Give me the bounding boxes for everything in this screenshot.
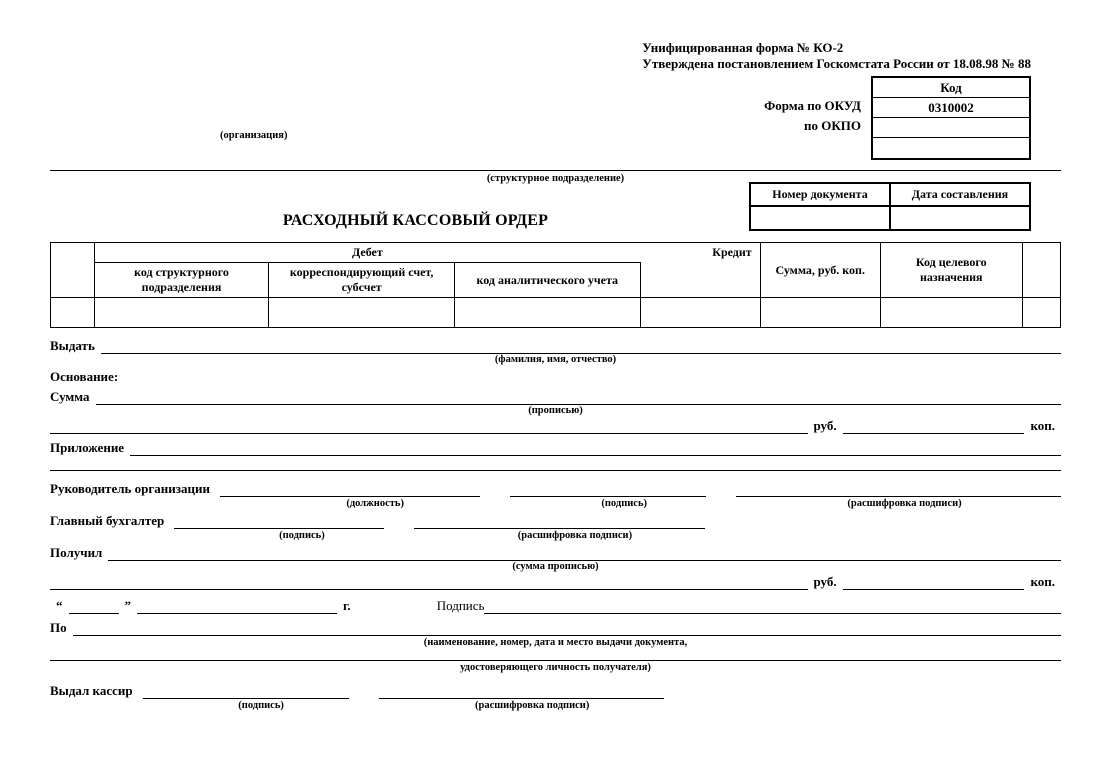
sum-kop-line [843, 420, 1025, 434]
cashier-decode-caption: (расшифровка подписи) [392, 700, 672, 711]
doc-number-value [750, 206, 890, 230]
cashier-sign-slot [143, 685, 349, 699]
cashier-row: Выдал кассир [50, 683, 1061, 699]
col-credit: Кредит [640, 243, 760, 298]
date-day-slot [69, 600, 119, 614]
by-label: По [50, 620, 73, 636]
kop-label: коп. [1024, 418, 1061, 434]
num-date-box: Номер документа Дата составления [749, 182, 1031, 231]
chief-acc-row: Главный бухгалтер [50, 513, 1061, 529]
signature-label: Подпись [437, 598, 485, 614]
by-line [73, 622, 1061, 636]
chief-decode-caption: (расшифровка подписи) [434, 530, 716, 541]
title-row: Номер документа Дата составления РАСХОДН… [50, 186, 1061, 242]
sum-line [96, 391, 1061, 405]
issue-to-label: Выдать [50, 338, 101, 354]
codes-box: Код 0310002 [871, 76, 1031, 160]
table-row [51, 298, 1061, 328]
date-month-slot [137, 600, 337, 614]
form-line-1: Унифицированная форма № КО-2 [642, 40, 1031, 56]
received-kop-line [843, 576, 1025, 590]
cashier-sign-caption: (подпись) [160, 700, 362, 711]
issue-to-line [101, 340, 1061, 354]
issue-to-caption: (фамилия, имя, отчество) [50, 354, 1061, 365]
org-caption: (организация) [220, 130, 287, 141]
chief-sign-slot [174, 515, 384, 529]
received-caption: (сумма прописью) [50, 561, 1061, 572]
col-blank [51, 243, 95, 298]
received-line [108, 547, 1061, 561]
col-struct-code: код структурного подразделения [94, 263, 269, 298]
accounting-table: Дебет Кредит Сумма, руб. коп. Код целево… [50, 242, 1061, 328]
sum-rub-line [50, 420, 808, 434]
by-rule [50, 660, 1061, 661]
quote-open: “ [50, 598, 69, 614]
received-rub-line [50, 576, 808, 590]
year-g: г. [337, 598, 357, 614]
chief-decode-slot [414, 515, 705, 529]
okpo-value [873, 118, 1029, 138]
appendix-rule [50, 470, 1061, 471]
kop-label-2: коп. [1024, 574, 1061, 590]
okpo-label: по ОКПО [764, 116, 861, 136]
date-signature-row: “ ” г. Подпись [50, 598, 1061, 614]
sum-caption: (прописью) [50, 405, 1061, 416]
col-purpose: Код целевого назначения [880, 243, 1022, 298]
cashier-decode-slot [379, 685, 665, 699]
col-debit: Дебет [94, 243, 640, 263]
rub-label: руб. [808, 418, 843, 434]
position-caption: (должность) [250, 498, 500, 509]
received-label: Получил [50, 545, 108, 561]
quote-close: ” [119, 598, 138, 614]
doc-date-value [890, 206, 1030, 230]
head-position-slot [220, 483, 480, 497]
by-caption-1: (наименование, номер, дата и место выдач… [50, 637, 1061, 648]
form-header: Унифицированная форма № КО-2 Утверждена … [50, 40, 1061, 170]
appendix-line [130, 442, 1061, 456]
head-decode-slot [736, 483, 1061, 497]
code-labels: Форма по ОКУД по ОКПО [764, 76, 861, 156]
appendix-label: Приложение [50, 440, 130, 456]
signature-slot [484, 600, 1061, 614]
code-header: Код [873, 78, 1029, 98]
basis-label: Основание: [50, 369, 124, 385]
chief-sign-caption: (подпись) [200, 530, 404, 541]
by-caption-2: удостоверяющего личность получателя) [50, 662, 1061, 673]
okud-value: 0310002 [873, 98, 1029, 118]
chief-acc-label: Главный бухгалтер [50, 513, 174, 529]
okud-label: Форма по ОКУД [764, 96, 861, 116]
form-line-2: Утверждена постановлением Госкомстата Ро… [642, 56, 1031, 72]
blank-code-value [873, 138, 1029, 158]
col-tail [1022, 243, 1060, 298]
head-sign-slot [510, 483, 705, 497]
sum-label: Сумма [50, 389, 96, 405]
head-label: Руководитель организации [50, 481, 220, 497]
doc-number-label: Номер документа [750, 183, 890, 206]
col-sum: Сумма, руб. коп. [760, 243, 880, 298]
col-analyt-code: код аналитического учета [454, 263, 640, 298]
decode-caption: (расшифровка подписи) [748, 498, 1061, 509]
col-corr-acct: корреспондирующий счет, субсчет [269, 263, 455, 298]
form-notice: Унифицированная форма № КО-2 Утверждена … [642, 40, 1031, 72]
rub-label-2: руб. [808, 574, 843, 590]
head-signature-row: Руководитель организации [50, 481, 1061, 497]
doc-date-label: Дата составления [890, 183, 1030, 206]
rule-org [50, 170, 1061, 171]
cashier-label: Выдал кассир [50, 683, 143, 699]
sign-caption: (подпись) [530, 498, 718, 509]
